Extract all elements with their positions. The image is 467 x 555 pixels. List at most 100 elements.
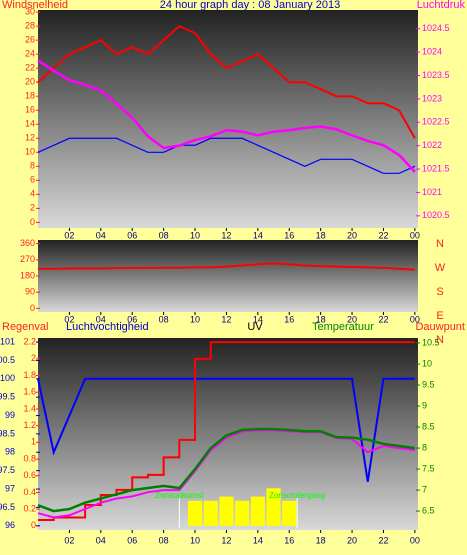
y-axis-title: Windsnelheid (2, 0, 68, 11)
x-tick-label: 00 (410, 535, 420, 545)
x-tick-label: 14 (253, 535, 263, 545)
series-line (37, 59, 416, 173)
y2-axis-title: Luchtdruk (417, 0, 466, 11)
y3-tick-label: 98.5 (0, 428, 15, 438)
y-tick-label: 1.8 (23, 370, 36, 380)
legend-label: UV (247, 321, 263, 333)
x-tick-label: 22 (378, 230, 388, 240)
y-tick-label: 1.6 (23, 387, 36, 397)
y-tick-label: 6 (30, 175, 35, 185)
x-tick-label: 08 (159, 314, 169, 324)
y2-tick-label: 1024 (422, 46, 442, 56)
legend-label: Dauwpunt (415, 321, 465, 333)
y2-tick-label: 1021.5 (422, 163, 450, 173)
y-tick-label: 0.2 (23, 504, 36, 514)
y-tick-label: 0 (30, 217, 35, 227)
y3-tick-label: 101 (0, 336, 15, 346)
y-tick-label: 2.2 (23, 337, 36, 347)
x-tick-label: 02 (64, 230, 74, 240)
x-tick-label: 14 (253, 314, 263, 324)
x-tick-label: 04 (96, 230, 106, 240)
x-tick-label: 02 (64, 314, 74, 324)
y-tick-label: 4 (30, 189, 35, 199)
x-tick-label: 02 (64, 535, 74, 545)
x-tick-label: 22 (378, 535, 388, 545)
y-tick-label: 18 (25, 91, 35, 101)
x-tick-label: 16 (284, 314, 294, 324)
y-tick-label: 0 (30, 303, 35, 313)
x-tick-label: 08 (159, 535, 169, 545)
x-tick-label: 14 (253, 230, 263, 240)
y3-tick-label: 100.5 (0, 355, 15, 365)
x-tick-label: 06 (127, 314, 137, 324)
y2-tick-label: 1021 (422, 187, 442, 197)
series-line (37, 24, 416, 139)
y-tick-label: 30 (25, 6, 35, 16)
uv-bar (282, 500, 297, 526)
y3-tick-label: 97 (5, 483, 15, 493)
y-tick-label: 0 (31, 520, 36, 530)
x-tick-label: 10 (190, 535, 200, 545)
y3-tick-label: 96.5 (0, 502, 15, 512)
x-tick-label: 10 (190, 230, 200, 240)
series-line (37, 137, 416, 174)
y-tick-label: 90 (25, 287, 35, 297)
annotation: Zonsondergang (269, 491, 325, 500)
direction-label: W (435, 262, 446, 274)
x-tick-label: 18 (316, 314, 326, 324)
chart-title: 24 hour graph day : 08 January 2013 (160, 0, 340, 11)
y-tick-label: 0.8 (23, 453, 36, 463)
y2-tick-label: 1020.5 (422, 210, 450, 220)
x-tick-label: 18 (316, 230, 326, 240)
direction-label: N (436, 334, 444, 346)
y-tick-label: 0.4 (23, 487, 36, 497)
y-tick-label: 2 (30, 203, 35, 213)
y2-tick-label: 6.5 (422, 505, 435, 515)
y2-tick-label: 7.5 (422, 463, 435, 473)
x-tick-label: 06 (127, 535, 137, 545)
uv-bar (235, 500, 250, 526)
uv-bar (219, 496, 234, 526)
y2-tick-label: 8 (422, 442, 427, 452)
plot-area (38, 240, 418, 312)
direction-label: E (436, 310, 443, 322)
y-tick-label: 12 (25, 133, 35, 143)
uv-bar (250, 496, 265, 526)
direction-label: S (436, 286, 443, 298)
y-tick-label: 10 (25, 147, 35, 157)
y3-tick-label: 99 (5, 410, 15, 420)
y2-tick-label: 7 (422, 484, 427, 494)
x-tick-label: 16 (284, 230, 294, 240)
y3-tick-label: 98 (5, 447, 15, 457)
series-line (37, 427, 416, 513)
y3-tick-label: 100 (0, 373, 15, 383)
series-line (37, 377, 415, 482)
x-tick-label: 12 (221, 230, 231, 240)
x-tick-label: 20 (347, 230, 357, 240)
y-tick-label: 1 (31, 437, 36, 447)
uv-bar (266, 488, 281, 526)
y2-tick-label: 8.5 (422, 421, 435, 431)
y-tick-label: 1.4 (23, 403, 36, 413)
y2-tick-label: 10.5 (422, 337, 440, 347)
uv-bar (187, 500, 203, 526)
y-tick-label: 270 (20, 254, 35, 264)
x-tick-label: 00 (410, 314, 420, 324)
x-tick-label: 20 (347, 535, 357, 545)
y-tick-label: 26 (25, 35, 35, 45)
y-tick-label: 22 (25, 63, 35, 73)
y-tick-label: 360 (20, 238, 35, 248)
x-tick-label: 10 (190, 314, 200, 324)
series-line (38, 262, 415, 271)
x-tick-label: 06 (127, 230, 137, 240)
y-tick-label: 16 (25, 105, 35, 115)
x-tick-label: 12 (221, 535, 231, 545)
x-tick-label: 18 (316, 535, 326, 545)
y-tick-label: 8 (30, 161, 35, 171)
y2-tick-label: 1022.5 (422, 117, 450, 127)
y2-tick-label: 1023.5 (422, 70, 450, 80)
y2-tick-label: 1022 (422, 140, 442, 150)
legend-label: Luchtvochtigheid (66, 321, 149, 333)
x-tick-label: 08 (159, 230, 169, 240)
y2-tick-label: 9.5 (422, 379, 435, 389)
